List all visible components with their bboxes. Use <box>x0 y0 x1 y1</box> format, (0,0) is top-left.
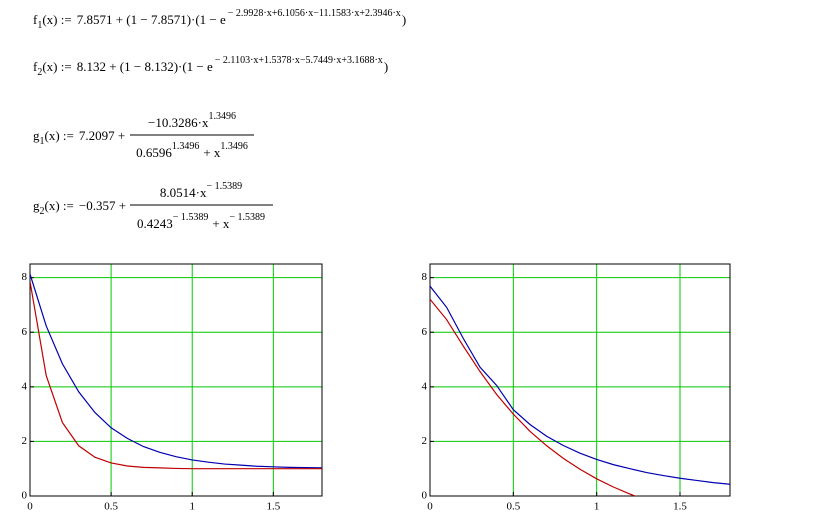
numerator-exponent: − 1.5389 <box>206 181 242 192</box>
y-tick-label: 0 <box>422 490 428 502</box>
denominator-base: 0.4243 <box>137 216 173 231</box>
x-tick-label: 1 <box>594 501 600 513</box>
function-name: f <box>33 59 38 74</box>
x-tick-label: 0.5 <box>104 501 118 513</box>
closing: ) <box>402 12 406 27</box>
denominator-exponent: 1.3496 <box>172 141 200 152</box>
numerator-base: −10.3286·x <box>148 115 209 130</box>
definition: (x) := <box>45 128 74 143</box>
function-index: 1 <box>40 136 45 147</box>
denominator-plus-exponent: − 1.5389 <box>229 212 265 223</box>
denominator: 0.65961.3496 + x1.3496 <box>136 141 248 160</box>
numerator: −10.3286·x1.3496 <box>148 111 236 130</box>
definition: (x) := <box>42 59 71 74</box>
y-tick-label: 4 <box>22 380 28 392</box>
data-line <box>430 285 730 485</box>
data-line <box>30 273 322 469</box>
function-index: 1 <box>37 20 42 31</box>
formula-g2: g2(x) := −0.357 + <box>33 198 126 217</box>
data-line <box>30 281 322 470</box>
x-tick-label: 0.5 <box>506 501 520 513</box>
y-tick-label: 8 <box>422 271 428 283</box>
denominator-base: 0.6596 <box>136 145 172 160</box>
denominator-plus: + x <box>203 145 221 160</box>
exponent: − 2.9928·x+6.1056·x−11.1583·x+2.3946·x <box>228 8 401 19</box>
y-tick-label: 6 <box>422 326 428 338</box>
function-name: g <box>33 198 40 213</box>
formula-f1: f1(x) := 7.8571 + (1 − 7.8571)·(1 − e − 2.… <box>33 8 406 31</box>
y-tick-label: 2 <box>22 435 28 447</box>
y-tick-label: 8 <box>22 271 28 283</box>
function-index: 2 <box>37 67 42 78</box>
y-tick-label: 0 <box>22 490 28 502</box>
exponent: − 2.1103·x+1.5378·x−5.7449·x+3.1688·x <box>215 55 383 66</box>
expression: 7.2097 + <box>79 128 125 143</box>
expression: −0.357 + <box>79 198 126 213</box>
function-index: 2 <box>40 206 45 217</box>
denominator-plus: + x <box>212 216 230 231</box>
x-tick-label: 1.5 <box>266 501 280 513</box>
x-tick-label: 1.5 <box>673 501 687 513</box>
y-tick-label: 6 <box>22 326 28 338</box>
data-line <box>430 298 637 496</box>
numerator-exponent: 1.3496 <box>208 111 236 122</box>
function-name: g <box>33 128 40 143</box>
y-tick-label: 2 <box>422 435 428 447</box>
x-tick-label: 0 <box>27 501 33 513</box>
definition: (x) := <box>42 12 71 27</box>
x-tick-label: 1 <box>189 501 195 513</box>
denominator-plus-exponent: 1.3496 <box>220 141 248 152</box>
formula-g1: g1(x) := 7.2097 + <box>33 128 125 147</box>
numerator: 8.0514·x− 1.5389 <box>160 181 242 200</box>
x-tick-label: 0 <box>427 501 433 513</box>
formula-f2: f2(x) := 8.132 + (1 − 8.132)·(1 − e − 2.11… <box>33 55 388 78</box>
definition: (x) := <box>45 198 74 213</box>
expression: 8.132 + (1 − 8.132)·(1 − e <box>77 59 213 74</box>
closing: ) <box>384 59 388 74</box>
denominator-exponent: − 1.5389 <box>173 212 209 223</box>
denominator: 0.4243− 1.5389 + x− 1.5389 <box>137 212 265 231</box>
plot-frame <box>29 263 323 497</box>
plot-frame <box>429 263 731 497</box>
numerator-base: 8.0514·x <box>160 185 207 200</box>
function-name: f <box>33 12 38 27</box>
expression: 7.8571 + (1 − 7.8571)·(1 − e <box>77 12 226 27</box>
y-tick-label: 4 <box>422 380 428 392</box>
